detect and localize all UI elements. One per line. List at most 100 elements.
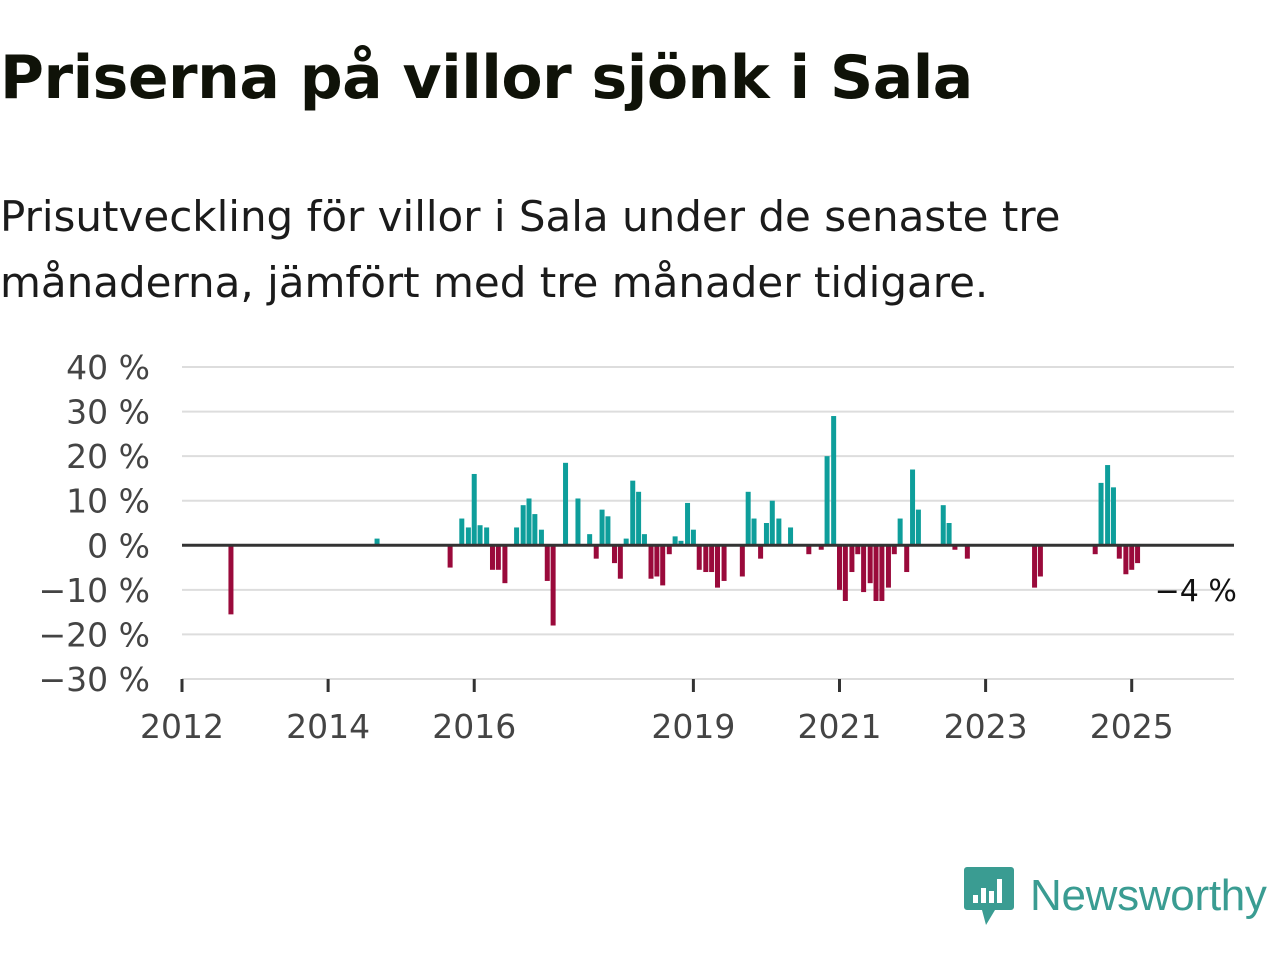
y-tick-label: −20 % [39, 615, 151, 654]
y-tick-label: 20 % [66, 437, 150, 476]
bar-positive [915, 509, 921, 546]
bar-negative [849, 545, 855, 573]
bar-negative [696, 545, 702, 570]
bar-negative [758, 545, 764, 559]
x-tick-label: 2014 [286, 707, 370, 746]
bar-negative [867, 545, 873, 584]
bar-negative [544, 545, 550, 581]
bar-negative [891, 545, 897, 555]
bar-positive [824, 456, 830, 546]
bar-positive [636, 491, 642, 546]
label-layer: 40 % 30 % 20 % 10 % 0 % −10 % −20 % −30 % 2012 20… [39, 348, 1237, 746]
bar-negative [611, 545, 617, 564]
bar-negative [703, 545, 709, 573]
bar-positive [678, 540, 684, 546]
bar-negative [648, 545, 654, 579]
bar-negative [654, 545, 660, 577]
latest-value-annotation: −4 % [1155, 574, 1237, 609]
bar-positive [831, 416, 837, 546]
bar-positive [940, 505, 946, 546]
logo-bar-1 [973, 895, 978, 903]
bar-negative [495, 545, 501, 570]
bar-positive [465, 527, 471, 546]
bar-negative [837, 545, 842, 590]
bar-negative [1129, 545, 1135, 570]
bar-negative [806, 545, 812, 555]
y-tick-label: −10 % [39, 571, 151, 610]
logo-bar-4 [997, 879, 1002, 903]
y-tick-label: 0 % [87, 526, 150, 565]
bar-negative [1123, 545, 1129, 575]
bar-positive [538, 529, 544, 546]
bar-negative [666, 545, 672, 555]
brand-name: Newsworthy [1030, 871, 1267, 920]
bar-positive [520, 505, 526, 546]
x-tick-label: 2019 [651, 707, 735, 746]
bar-positive [776, 518, 782, 546]
bar-positive [897, 518, 903, 546]
bar-negative [842, 545, 848, 601]
bar-negative [1116, 545, 1122, 559]
bar-negative [593, 545, 599, 559]
newsworthy-logo-icon [964, 867, 1014, 925]
bar-positive [484, 527, 490, 546]
bar-positive [910, 469, 916, 546]
chart-title: Priserna på villor sjönk i Sala [0, 43, 973, 113]
bar-negative [709, 545, 715, 573]
bar-negative [550, 545, 556, 626]
bar-negative [873, 545, 879, 601]
bar-positive [532, 514, 538, 546]
bar-positive [526, 498, 532, 546]
bar-negative [502, 545, 508, 584]
grid-layer [182, 366, 1234, 680]
bar-positive [587, 534, 593, 546]
bar-negative [855, 545, 861, 555]
bar-positive [763, 523, 769, 546]
bar-positive [623, 538, 629, 546]
bar-positive [745, 491, 751, 546]
bar-positive [1110, 487, 1116, 546]
bar-negative [818, 545, 824, 550]
bar-positive [788, 527, 794, 546]
bar-negative [861, 545, 867, 593]
bar-negative [617, 545, 623, 579]
axis-layer [180, 543, 1234, 692]
bar-negative [660, 545, 666, 586]
bar-positive [514, 527, 520, 546]
bar-negative [739, 545, 745, 577]
bar-negative [1037, 545, 1043, 577]
bar-negative [952, 545, 958, 550]
x-tick-label: 2016 [432, 707, 516, 746]
bar-positive [477, 525, 483, 546]
bar-negative [447, 545, 453, 568]
bar-positive [459, 518, 465, 546]
bar-negative [1092, 545, 1098, 555]
bar-positive [374, 538, 380, 546]
bar-positive [672, 536, 678, 546]
y-tick-label: 10 % [66, 482, 150, 521]
bar-negative [885, 545, 891, 588]
bar-positive [751, 518, 757, 546]
bar-positive [1105, 465, 1111, 546]
logo-bar-2 [981, 888, 986, 903]
bar-negative [228, 545, 234, 615]
bar-positive [630, 480, 636, 546]
x-tick-label: 2012 [140, 707, 224, 746]
x-tick-label: 2021 [798, 707, 882, 746]
y-tick-label: −30 % [39, 660, 151, 699]
x-tick-label: 2025 [1090, 707, 1174, 746]
bar-positive [769, 500, 775, 546]
bar-positive [471, 473, 477, 546]
y-tick-label: 40 % [66, 348, 150, 387]
bar-positive [599, 509, 605, 546]
x-tick-label: 2023 [944, 707, 1028, 746]
bar-negative [1135, 545, 1141, 564]
y-tick-label: 30 % [66, 393, 150, 432]
bar-negative [964, 545, 970, 559]
bar-positive [946, 523, 952, 546]
chart-subtitle: Prisutveckling för villor i Sala under d… [0, 192, 1061, 307]
bar-negative [904, 545, 910, 573]
bar-negative [489, 545, 495, 570]
bar-negative [879, 545, 885, 601]
bar-positive [1098, 482, 1104, 546]
